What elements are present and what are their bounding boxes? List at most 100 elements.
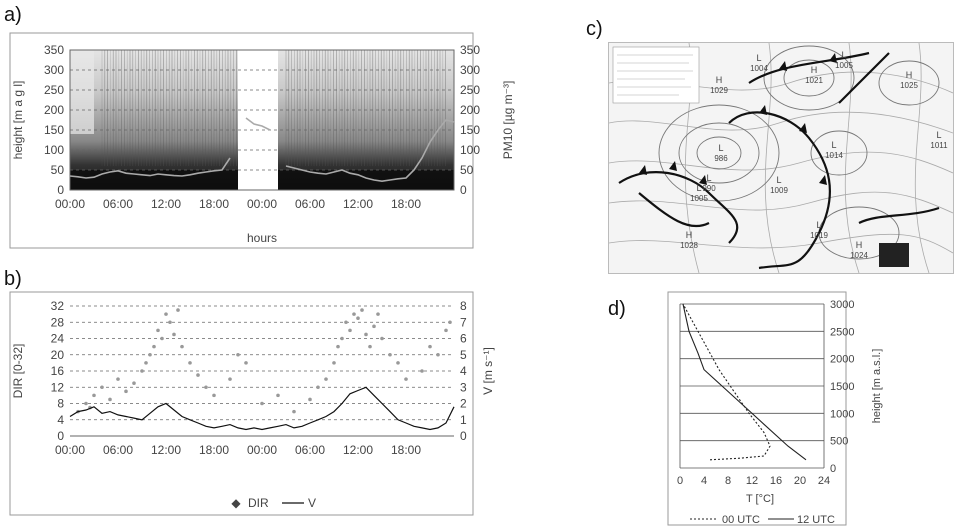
y-tick-label-right: 100 [460,143,480,157]
y-axis-title-right: PM10 [µg m⁻³] [501,81,515,160]
dir-point [356,316,360,320]
map-pressure-center-L: L [831,140,836,150]
map-pressure-value: 990 [702,184,716,193]
dir-point [364,332,368,337]
y-tick-label-left: 16 [51,364,65,378]
dir-point [84,401,88,406]
x-tick-label: 12:00 [151,443,181,457]
map-pressure-value: 1021 [805,76,823,85]
y-tick-label-left: 150 [44,123,64,137]
dir-point [140,369,144,373]
panel-label-c: c) [586,18,603,40]
y-tick-label-right: 200 [460,103,480,117]
y-tick-label-right: 7 [460,315,467,329]
x-tick-label: 00:00 [247,443,277,457]
panel-a-chart: 0 0 50 50 100 100 150 150 200 200 250 250 300 300 350 3… [11,43,515,245]
plot-area-border [69,49,455,191]
y-axis-title-right: V [m s⁻¹] [481,347,495,395]
y-tick-label: 0 [830,463,836,475]
dir-point [168,320,172,325]
y-tick-label-left: 28 [51,315,65,329]
y-tick-label-right: 5 [460,348,467,362]
panel-d-chart: 0 500 1000 1500 2000 2500 3000 0 4 8 12 16 20 24 T [°C… [677,299,883,526]
y-tick-label-right: 1 [460,413,467,427]
pm10-line [285,119,455,183]
map-pressure-center-L: L [706,173,711,183]
y-tick-label-left: 0 [57,183,64,197]
map-pressure-value: 1004 [750,64,768,73]
x-tick-label: 24 [818,475,830,487]
data-gap [238,50,278,190]
x-tick-label: 06:00 [295,443,325,457]
dir-point [244,361,248,365]
x-tick-label: 06:00 [103,443,133,457]
y-tick-label: 2000 [830,354,854,366]
dir-point [292,409,296,414]
legend-dir-label: DIR [248,496,269,510]
map-pressure-value: 1005 [690,194,708,203]
dir-point [180,344,184,349]
dir-point [428,344,432,349]
x-tick-label: 8 [725,475,731,487]
y-tick-label-left: 100 [44,143,64,157]
map-pressure-center-L: L [776,175,781,185]
dir-point [340,336,344,341]
y-tick-label-left: 8 [57,397,64,411]
x-tick-label: 18:00 [391,197,421,211]
lidar-backscatter-day2 [278,50,454,190]
map-pressure-center-H: H [716,75,723,85]
y-tick-label-right: 2 [460,397,467,411]
dir-point [236,352,240,357]
x-tick-label: 20 [794,475,806,487]
y-tick-label-right: 350 [460,43,480,57]
map-pressure-center-H: H [856,240,863,250]
dir-point [344,320,348,325]
y-tick-label-right: 300 [460,63,480,77]
y-tick-label: 1000 [830,408,854,420]
y-tick-label-right: 150 [460,123,480,137]
x-tick-label: 00:00 [55,197,85,211]
dir-point [436,352,440,357]
x-tick-label: 18:00 [199,197,229,211]
dir-point [336,344,340,349]
dir-point [332,361,336,365]
dir-point [100,385,104,390]
dir-point [368,344,372,349]
dir-point [376,312,380,316]
y-tick-label-left: 200 [44,103,64,117]
dir-point [448,320,452,325]
dir-point [196,373,200,377]
map-pressure-value: 1024 [850,251,868,260]
map-pressure-center-L: L [936,130,941,140]
dir-point [420,369,424,373]
dir-point [348,328,352,333]
dir-point [352,312,356,316]
map-pressure-center-L: L [718,143,723,153]
panel-d-frame [667,291,847,526]
dir-point [372,324,376,329]
dir-point [172,332,176,337]
dir-point [228,377,232,381]
x-tick-label: 00:00 [247,197,277,211]
dir-point [308,397,312,402]
map-pressure-value: 986 [714,154,728,163]
y-tick-label-right: 50 [460,163,474,177]
y-tick-label-left: 0 [57,429,64,443]
map-pressure-value: 1029 [710,86,728,95]
x-tick-label: 12:00 [151,197,181,211]
dir-point [132,381,136,385]
pm10-line [69,157,231,179]
panel-label-d: d) [608,298,626,320]
dir-point [188,361,192,365]
dir-point [108,397,112,402]
dir-point [116,377,120,381]
panel-label-a: a) [4,4,22,26]
y-tick-label-left: 20 [51,348,65,362]
y-tick-label-left: 350 [44,43,64,57]
dir-point [396,361,400,365]
lidar-backscatter-day1 [70,50,238,190]
y-axis-title-left: DIR [0-32] [11,344,25,399]
map-pressure-center-L: L [696,183,701,193]
